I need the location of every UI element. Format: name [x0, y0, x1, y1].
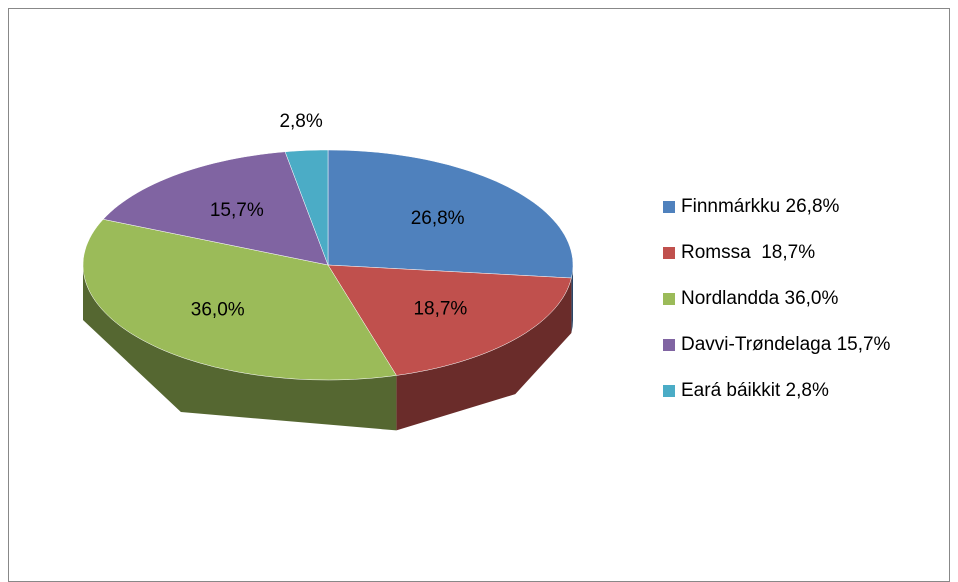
- legend-swatch: [663, 247, 675, 259]
- slice: [82, 219, 397, 381]
- data-label: 36,0%: [191, 300, 245, 321]
- data-label: 15,7%: [210, 200, 264, 221]
- legend-swatch: [663, 385, 675, 397]
- legend-swatch: [663, 201, 675, 213]
- legend-label: Nordlandda 36,0%: [681, 288, 838, 309]
- slice: [327, 149, 574, 279]
- legend-swatch: [663, 293, 675, 305]
- data-label: 26,8%: [411, 208, 465, 229]
- legend-swatch: [663, 339, 675, 351]
- slice-side: [396, 278, 572, 431]
- slice-side: [571, 265, 573, 333]
- data-label: 2,8%: [279, 111, 322, 132]
- slice: [284, 149, 329, 266]
- slice: [102, 151, 329, 266]
- legend-label: Romssa 18,7%: [681, 242, 815, 263]
- data-label: 18,7%: [413, 298, 467, 319]
- slice: [327, 264, 572, 376]
- legend-label: Eará báikkit 2,8%: [681, 380, 829, 401]
- legend-label: Davvi-Trøndelaga 15,7%: [681, 334, 891, 355]
- slice-side: [83, 265, 397, 431]
- legend-label: Finnmárkku 26,8%: [681, 196, 840, 217]
